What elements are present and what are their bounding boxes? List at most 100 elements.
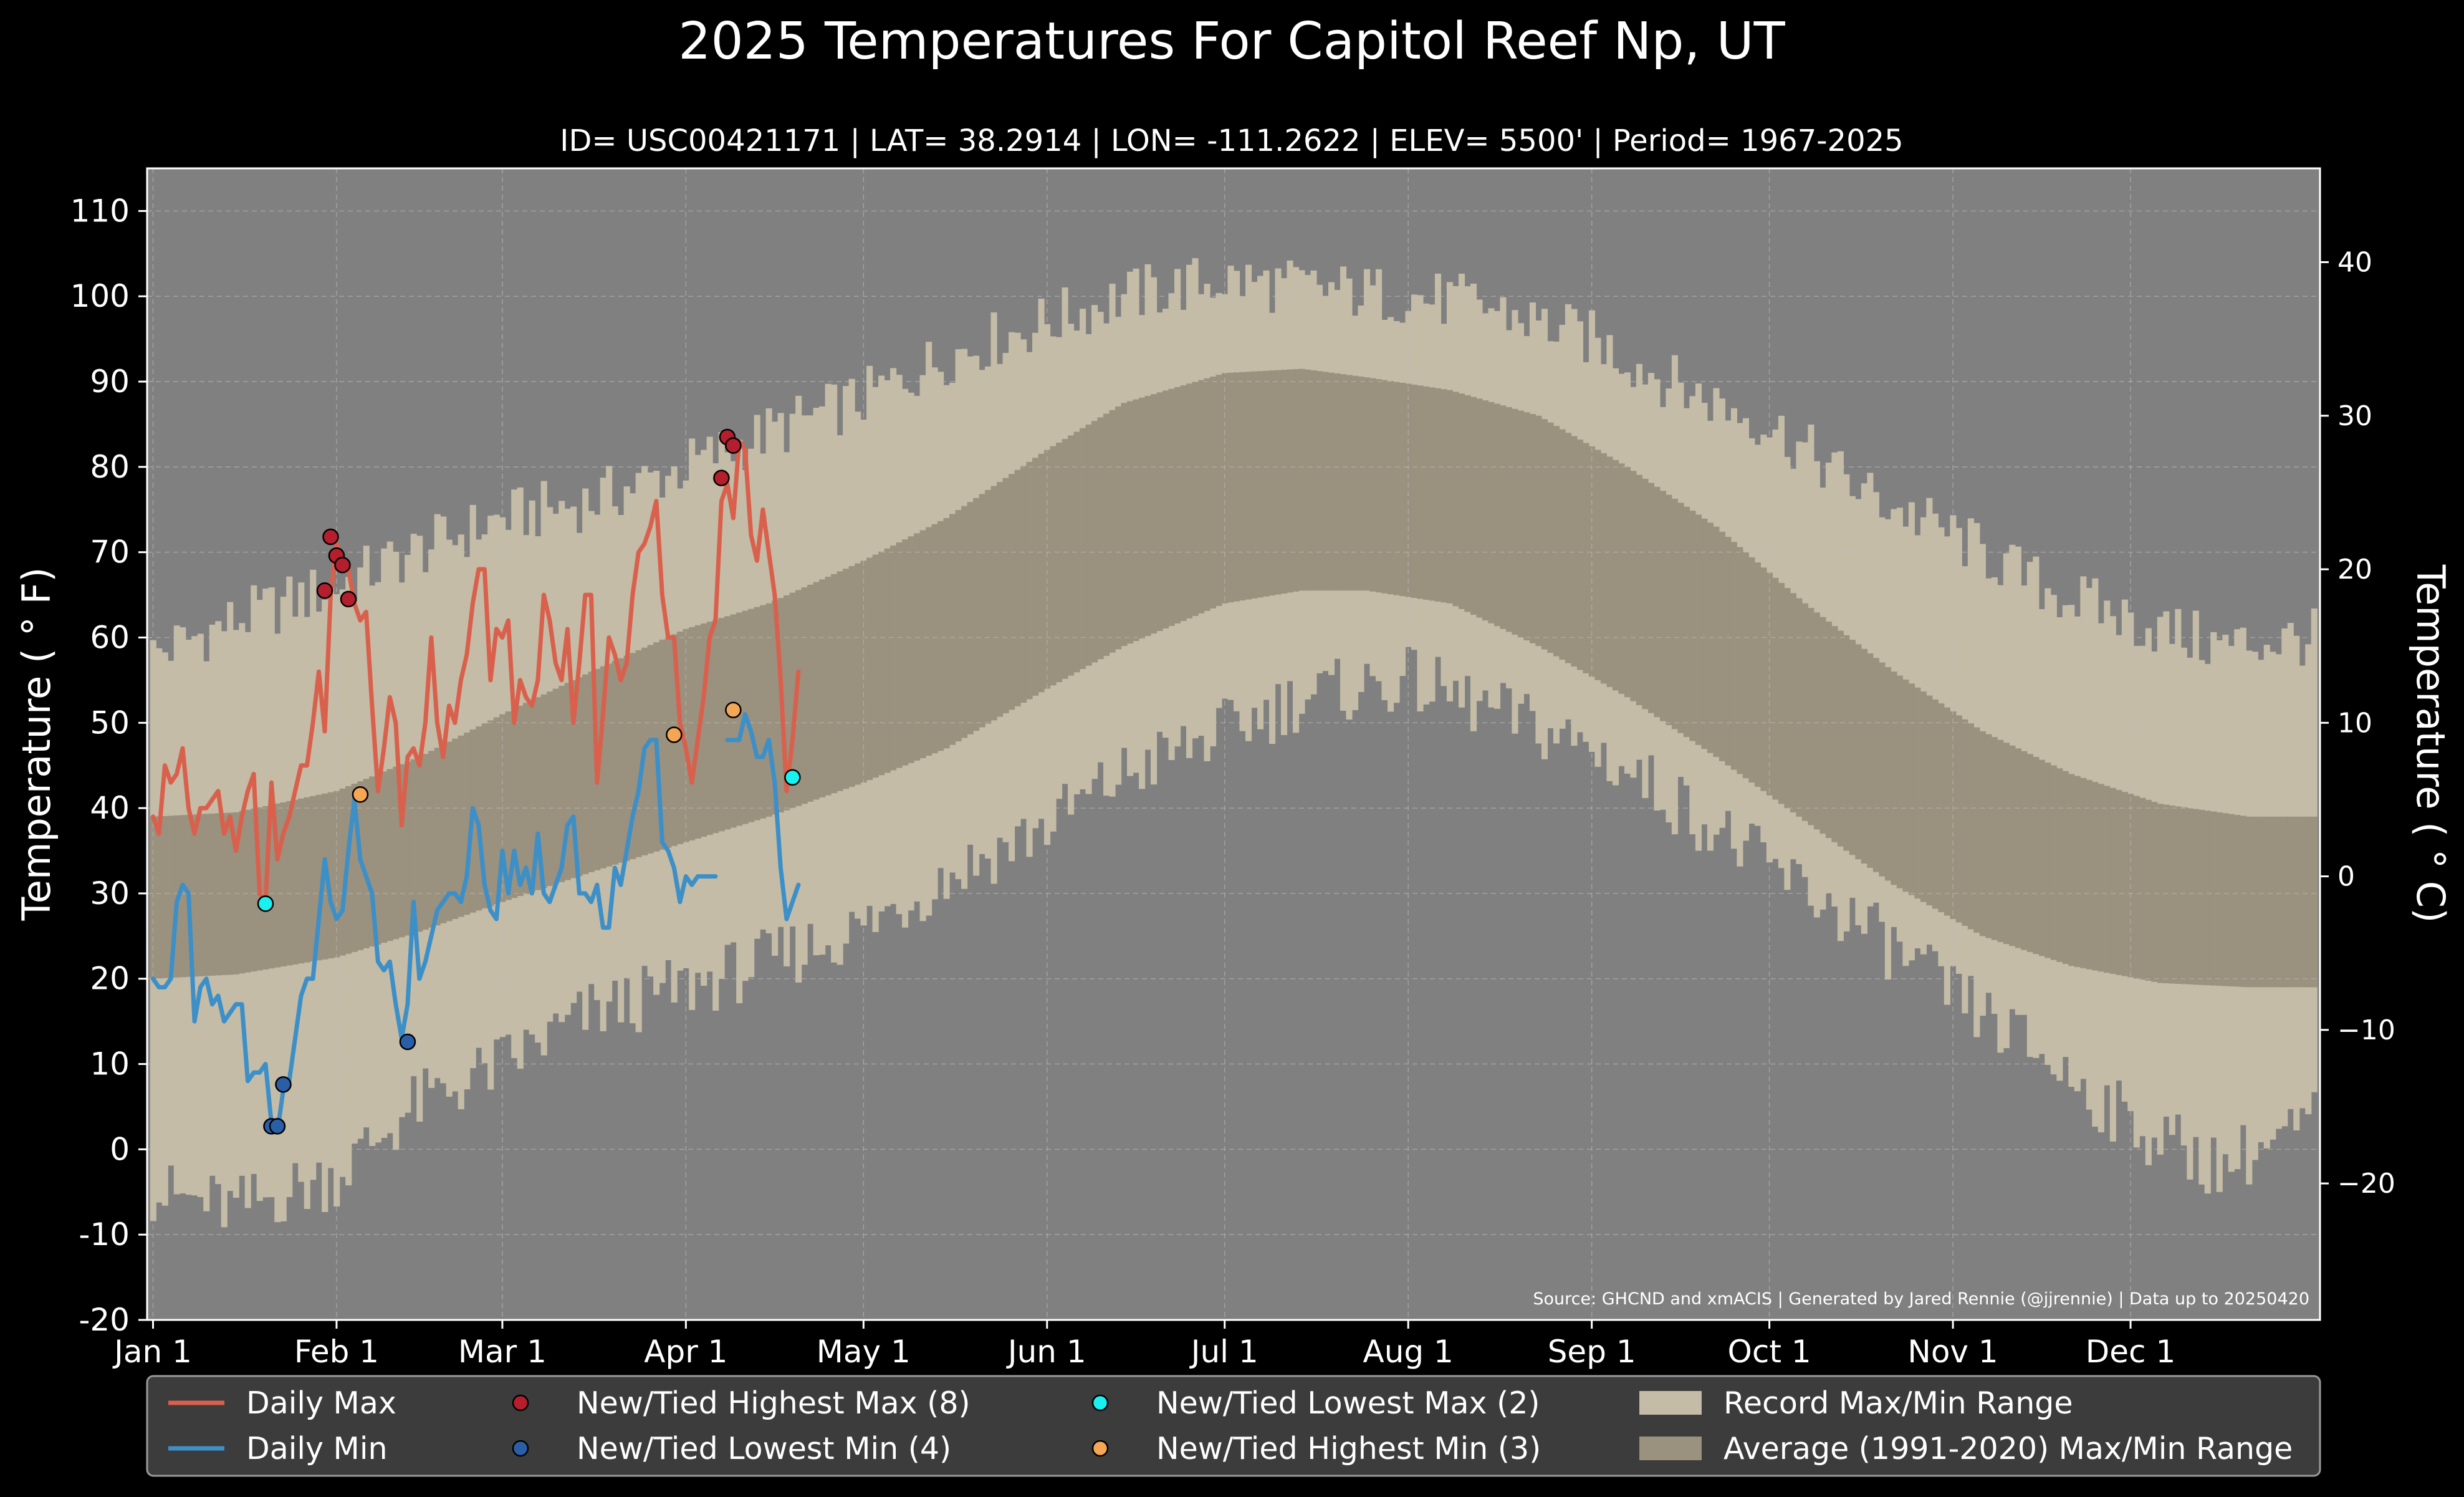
right-tick-label: −10 <box>2337 1014 2395 1046</box>
normal-range-bar <box>2062 771 2069 965</box>
normal-range-bar <box>736 612 743 826</box>
normal-range-bar <box>1162 390 1169 628</box>
normal-range-bar <box>630 653 636 859</box>
x-tick-label: Oct 1 <box>1728 1334 1811 1370</box>
y-tick-label: 20 <box>90 961 130 997</box>
normal-range-bar <box>481 723 488 908</box>
normal-range-bar <box>2270 816 2276 988</box>
x-tick-label: Feb 1 <box>294 1334 379 1370</box>
normal-range-bar <box>2092 782 2099 971</box>
normal-range-bar <box>540 694 547 888</box>
normal-range-bar <box>1654 486 1661 718</box>
legend-label: New/Tied Highest Max (8) <box>577 1385 971 1421</box>
normal-range-bar <box>2246 816 2253 988</box>
normal-range-bar <box>1754 562 1761 787</box>
normal-range-bar <box>784 595 790 811</box>
normal-range-bar <box>351 784 358 952</box>
normal-range-bar <box>2033 757 2040 955</box>
legend-patch-swatch <box>1639 1391 1702 1415</box>
normal-range-bar <box>2045 763 2051 958</box>
normal-range-bar <box>251 808 257 972</box>
normal-range-bar <box>931 524 938 754</box>
normal-range-bar <box>298 798 305 964</box>
normal-range-bar <box>1659 491 1667 721</box>
normal-range-bar <box>1127 401 1134 644</box>
normal-range-bar <box>718 618 725 832</box>
daily-max-line <box>151 439 801 905</box>
normal-range-bar <box>706 622 713 835</box>
normal-range-bar <box>535 697 542 890</box>
normal-range-bar <box>943 517 950 749</box>
normal-range-bar <box>949 514 956 745</box>
normal-range-bar <box>239 811 246 974</box>
normal-range-bar <box>1464 395 1471 612</box>
normal-range-bar <box>860 561 867 783</box>
normal-range-bar <box>1926 695 1933 906</box>
normal-range-bar <box>843 569 850 789</box>
normal-range-bar <box>754 607 760 821</box>
normal-range-bar <box>2097 784 2104 972</box>
normal-range-bar <box>1139 397 1146 639</box>
normal-range-bar <box>1985 734 1992 938</box>
normal-range-bar <box>1322 372 1329 591</box>
normal-range-bar <box>2293 816 2300 988</box>
new-highest-max-marker <box>322 528 339 546</box>
normal-range-bar <box>837 571 843 791</box>
normal-range-bar <box>1938 703 1945 913</box>
normal-range-bar <box>2133 796 2140 979</box>
right-tick-label: 20 <box>2337 554 2372 585</box>
normal-range-bar <box>2104 786 2111 973</box>
normal-range-bar <box>1068 435 1075 676</box>
normal-range-bar <box>1263 370 1270 597</box>
x-tick-label: Nov 1 <box>1907 1334 1998 1370</box>
normal-range-bar <box>1683 506 1690 738</box>
normal-range-bar <box>1393 382 1400 595</box>
normal-range-bar <box>274 803 281 968</box>
right-tick-label: 10 <box>2337 707 2372 739</box>
normal-range-bar <box>1363 377 1371 591</box>
normal-range-bar <box>1671 498 1678 729</box>
x-tick-label: Apr 1 <box>644 1334 727 1370</box>
normal-range-bar <box>1547 422 1554 653</box>
normal-range-bar <box>1523 412 1530 641</box>
normal-range-bar <box>789 592 796 809</box>
new-highest-max-marker <box>725 437 742 454</box>
normal-range-bar <box>1666 494 1672 725</box>
normal-range-bar <box>1944 707 1950 916</box>
right-axis-ticks: −20 −10 0 10 20 30 40 <box>2320 246 2395 1200</box>
normal-range-bar <box>2003 743 2010 945</box>
normal-range-bar <box>1808 608 1814 826</box>
normal-range-bar <box>1476 398 1483 618</box>
normal-range-bar <box>1441 389 1447 603</box>
daily-min-line <box>151 738 718 1135</box>
normal-range-bar <box>1452 392 1459 607</box>
y-tick-label: 100 <box>70 278 130 314</box>
normal-range-bar <box>1222 373 1229 604</box>
normal-range-bar <box>570 680 577 878</box>
normal-range-bar <box>1097 417 1104 660</box>
x-tick-label: Sep 1 <box>1548 1334 1636 1370</box>
normal-range-bar <box>428 751 435 928</box>
new-highest-min-marker <box>666 726 683 743</box>
normal-range-bar <box>511 708 518 898</box>
new-highest-min-marker <box>352 786 369 803</box>
normal-range-bar <box>1340 374 1347 591</box>
legend-label: New/Tied Highest Min (3) <box>1156 1431 1541 1466</box>
normal-range-bar <box>1571 436 1578 667</box>
x-tick-label: Jun 1 <box>1006 1334 1086 1370</box>
normal-range-bar <box>1121 403 1128 647</box>
y-axis-label: Temperature ( ° F) <box>14 567 59 922</box>
record-markers <box>257 428 801 1135</box>
normal-range-bar <box>576 677 583 877</box>
normal-range-bar <box>2198 809 2205 985</box>
normal-range-bar <box>1062 439 1068 679</box>
normal-range-bar <box>1482 400 1489 621</box>
y-tick-label: 90 <box>90 363 130 400</box>
normal-range-bar <box>1541 419 1548 650</box>
normal-range-bar <box>286 801 293 966</box>
normal-range-bar <box>1760 567 1767 791</box>
normal-range-bar <box>1855 644 1862 860</box>
normal-range-bar <box>1790 593 1796 812</box>
normal-range-bar <box>973 498 980 731</box>
